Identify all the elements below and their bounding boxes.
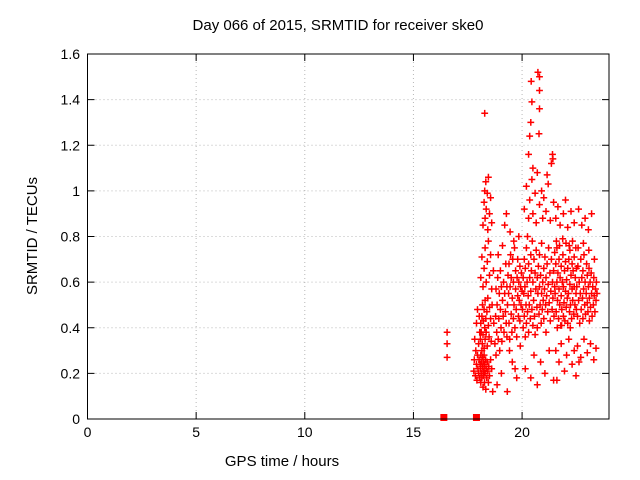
y-tick-label: 1.4 xyxy=(61,92,81,108)
y-tick-label: 0.4 xyxy=(61,320,81,336)
square-marker xyxy=(472,414,480,421)
y-tick-label: 0.6 xyxy=(61,274,81,290)
plus-marker-series xyxy=(443,68,601,395)
square-marker xyxy=(440,414,448,421)
chart-title: Day 066 of 2015, SRMTID for receiver ske… xyxy=(193,17,484,34)
tick-labels: 0 0.2 0.4 0.6 0.8 1 1.2 1.4 1.6 0 5 10 15 20 xyxy=(61,46,531,440)
y-tick-label: 1.2 xyxy=(61,137,81,153)
x-axis-label: GPS time / hours xyxy=(225,453,339,470)
x-tick-label: 5 xyxy=(192,424,200,440)
plot-border xyxy=(87,53,610,420)
y-tick-label: 0.2 xyxy=(61,365,81,381)
y-axis-label: SRMTID / TECUs xyxy=(24,177,41,295)
data-points xyxy=(440,68,601,421)
grid-lines xyxy=(87,54,609,419)
y-tick-label: 1 xyxy=(72,183,80,199)
y-tick-label: 1.6 xyxy=(61,46,81,62)
x-tick-label: 20 xyxy=(514,424,530,440)
y-tick-label: 0 xyxy=(72,411,80,427)
axis-ticks xyxy=(87,54,609,419)
y-tick-label: 0.8 xyxy=(61,229,81,245)
x-tick-label: 15 xyxy=(406,424,422,440)
x-tick-label: 0 xyxy=(84,424,92,440)
x-tick-label: 10 xyxy=(297,424,313,440)
